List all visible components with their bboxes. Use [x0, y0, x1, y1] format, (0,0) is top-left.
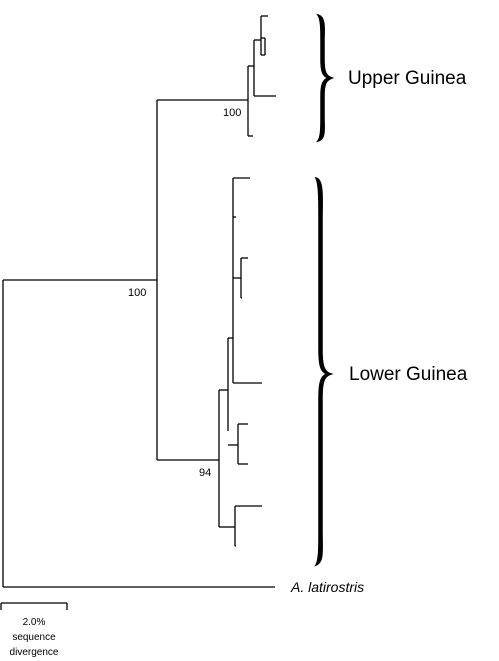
- lower-guinea-clade: [218, 177, 262, 547]
- upper-guinea-brace: [316, 13, 335, 143]
- scale-bar-label-line1: sequence: [12, 632, 56, 643]
- lower-guinea-brace: [314, 176, 334, 567]
- upper-guinea-label: Upper Guinea: [348, 68, 467, 89]
- outgroup-label: A. latirostris: [290, 579, 364, 595]
- upper-guinea-support: 100: [223, 107, 241, 119]
- scale-bar-line: [0, 602, 68, 610]
- root-branches: [2, 279, 275, 588]
- lower-guinea-label: Lower Guinea: [349, 364, 468, 385]
- lower-guinea-support: 94: [199, 467, 211, 479]
- scale-bar: 2.0% sequence divergence: [0, 602, 68, 658]
- scale-bar-label-line2: divergence: [10, 647, 59, 658]
- ingroup-node: [156, 99, 248, 461]
- scale-bar-value: 2.0%: [23, 617, 46, 628]
- upper-guinea-clade: [247, 15, 276, 137]
- ingroup-support: 100: [128, 287, 146, 299]
